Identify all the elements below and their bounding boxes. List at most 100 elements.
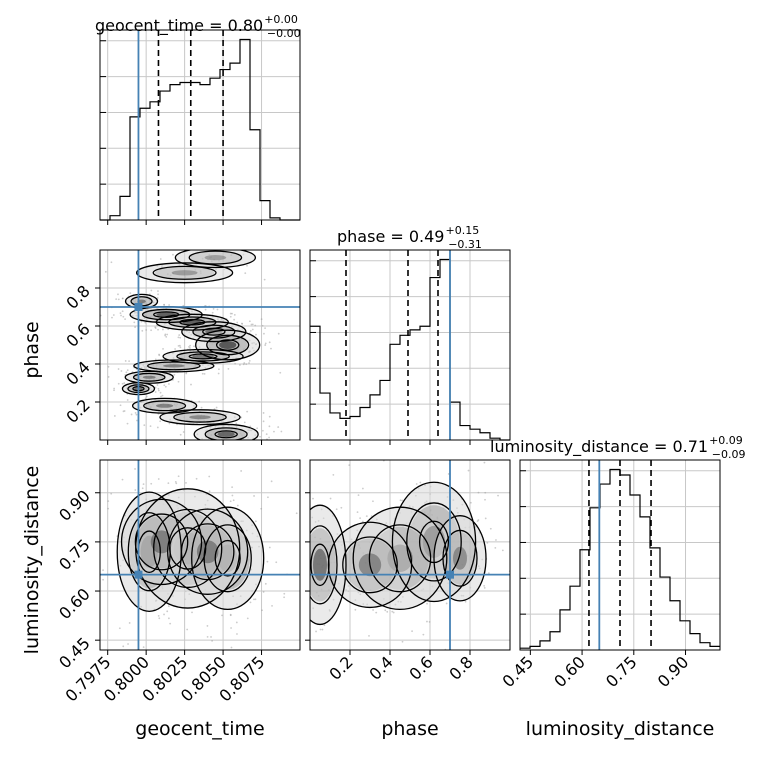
sample-point [129,292,132,295]
density-contour [176,351,230,362]
sample-point [201,372,204,375]
density-fill [155,266,215,279]
sample-point [372,609,374,611]
sample-point [206,625,209,627]
sample-point [215,406,218,409]
density-contour [214,430,238,439]
sample-point [154,386,157,389]
sample-point [266,560,269,563]
sample-point [112,314,115,316]
sample-point [168,422,171,425]
sample-point [445,602,448,605]
xlabel-phase: phase [381,718,438,740]
sample-point [195,477,198,480]
sample-point [483,586,486,589]
sample-point [319,628,322,631]
sample-point [248,362,250,364]
density-contour [368,524,432,593]
sample-point [172,253,174,256]
sample-point [261,609,263,612]
sample-point [240,470,243,472]
density-contour [152,265,217,280]
sample-point [368,634,370,637]
density-contour [135,262,234,284]
sample-point [279,371,282,374]
density-peak [219,341,237,349]
density-contour [191,506,265,611]
sample-point [251,328,254,331]
density-contour [204,427,248,440]
sample-point [200,406,203,409]
sample-point [241,322,244,325]
sample-point [122,410,125,413]
sample-point [495,539,497,541]
density-peak [156,403,174,408]
sample-point [256,427,259,430]
sample-point [119,404,122,407]
density-contour [173,411,227,423]
sample-point [134,489,137,491]
ylabel-luminosity-distance: luminosity_distance [21,466,43,655]
density-contour [215,339,240,351]
sample-point [154,327,157,329]
sample-point [134,412,137,414]
panel-frame [99,249,301,441]
sample-point [415,483,418,485]
sample-point [229,315,232,318]
sample-point [150,289,153,292]
sample-point [217,372,220,375]
sample-point [248,359,251,362]
density-contour [442,529,478,587]
sample-point [249,425,252,428]
xlabel-luminosity-distance: luminosity_distance [526,718,715,740]
sample-point [386,610,389,613]
sample-point [246,617,249,620]
sample-point [235,422,238,425]
sample-point [159,258,162,260]
sample-point [315,630,317,633]
sample-point [486,541,489,544]
density-fill [167,509,248,595]
sample-point [128,360,130,363]
density-peak [171,270,198,276]
sample-point [160,395,162,398]
sample-point [161,394,164,397]
sample-point [124,360,127,362]
sample-point [208,490,211,493]
sample-point [154,391,157,393]
sample-point [159,420,162,423]
sample-point [157,387,160,390]
sample-point [255,333,257,336]
sample-point [246,264,248,267]
sample-point [332,473,335,476]
sample-point [208,475,211,478]
sample-point [411,630,413,633]
sample-point [167,482,170,485]
sample-point [428,621,431,623]
density-peak [196,540,219,564]
sample-point [123,382,126,384]
sample-point [231,494,234,497]
sample-point [356,511,359,513]
density-contour [124,370,174,384]
sample-point [159,391,162,394]
sample-point [166,610,169,613]
sample-point [174,348,177,350]
sample-point [113,389,115,392]
sample-point [357,494,360,497]
sample-point [141,487,144,490]
panel-frame [309,249,511,441]
sample-point [254,598,257,601]
sample-point [210,636,212,638]
density-contour [181,321,247,343]
histogram-step-geocent-time [100,38,300,221]
sample-point [483,461,486,464]
sample-point [361,520,364,523]
sample-point [275,561,278,564]
sample-point [244,272,247,275]
sample-point [119,312,122,315]
sample-point [178,344,181,347]
sample-point [122,645,125,648]
sample-point [118,627,121,630]
